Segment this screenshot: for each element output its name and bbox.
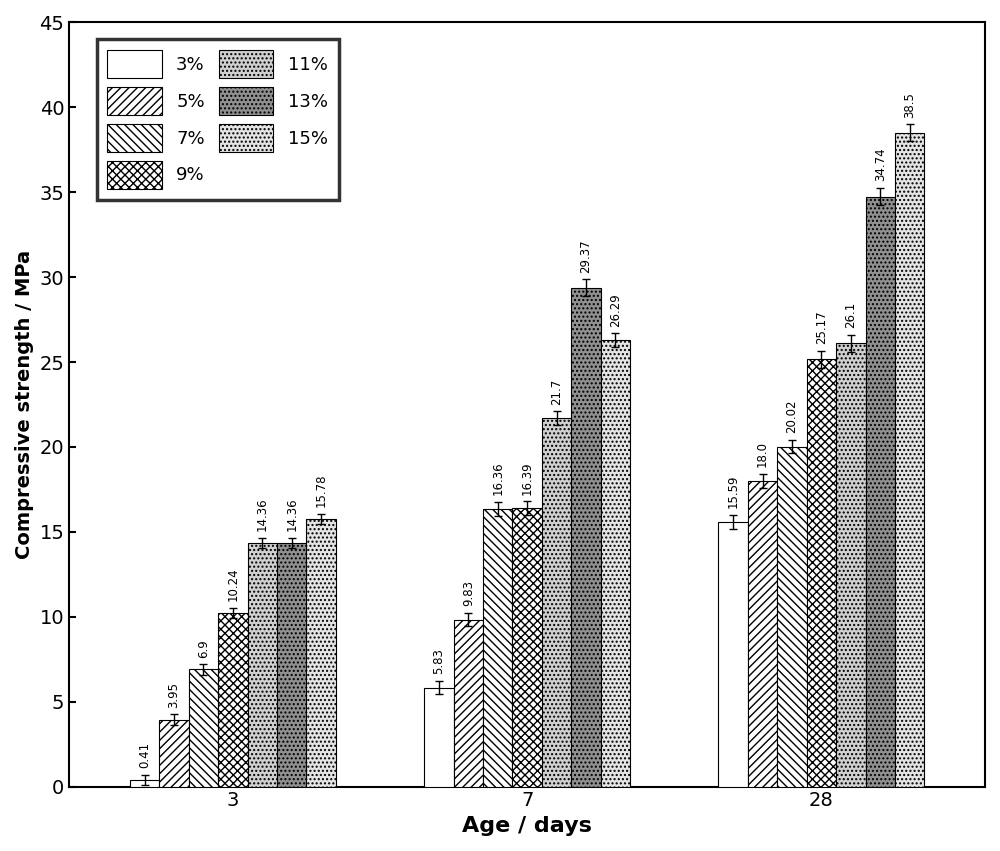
Bar [601, 340, 630, 786]
Text: 14.36: 14.36 [256, 497, 269, 531]
Bar [483, 509, 512, 786]
Text: 14.36: 14.36 [285, 497, 298, 531]
Text: 3.95: 3.95 [167, 682, 180, 708]
Bar [571, 288, 601, 786]
Bar [189, 670, 218, 786]
Bar [130, 780, 159, 786]
Text: 26.1: 26.1 [844, 302, 857, 328]
Text: 21.7: 21.7 [550, 379, 563, 404]
Text: 6.9: 6.9 [197, 639, 210, 658]
Bar [424, 688, 454, 786]
Text: 10.24: 10.24 [226, 568, 239, 601]
Text: 20.02: 20.02 [786, 400, 799, 433]
X-axis label: Age / days: Age / days [462, 816, 592, 836]
Bar [807, 359, 836, 786]
Legend: 3%, 5%, 7%, 9%, 11%, 13%, 15%: 3%, 5%, 7%, 9%, 11%, 13%, 15% [97, 39, 339, 199]
Bar [159, 719, 189, 786]
Text: 9.83: 9.83 [462, 580, 475, 606]
Bar [836, 344, 866, 786]
Text: 38.5: 38.5 [903, 92, 916, 117]
Text: 0.41: 0.41 [138, 741, 151, 768]
Text: 5.83: 5.83 [432, 648, 445, 674]
Bar [277, 543, 306, 786]
Text: 15.78: 15.78 [315, 473, 328, 506]
Text: 16.39: 16.39 [521, 461, 534, 494]
Bar [542, 418, 571, 786]
Text: 18.0: 18.0 [756, 442, 769, 467]
Bar [777, 447, 807, 786]
Bar [218, 613, 248, 786]
Bar [866, 197, 895, 786]
Text: 25.17: 25.17 [815, 311, 828, 344]
Text: 34.74: 34.74 [874, 148, 887, 181]
Text: 26.29: 26.29 [609, 293, 622, 327]
Bar [718, 522, 748, 786]
Y-axis label: Compressive strength / MPa: Compressive strength / MPa [15, 250, 34, 559]
Bar [748, 481, 777, 786]
Bar [454, 620, 483, 786]
Bar [895, 133, 924, 786]
Text: 29.37: 29.37 [580, 239, 593, 272]
Bar [306, 518, 336, 786]
Bar [248, 543, 277, 786]
Bar [512, 508, 542, 786]
Text: 16.36: 16.36 [491, 461, 504, 495]
Text: 15.59: 15.59 [727, 475, 740, 508]
